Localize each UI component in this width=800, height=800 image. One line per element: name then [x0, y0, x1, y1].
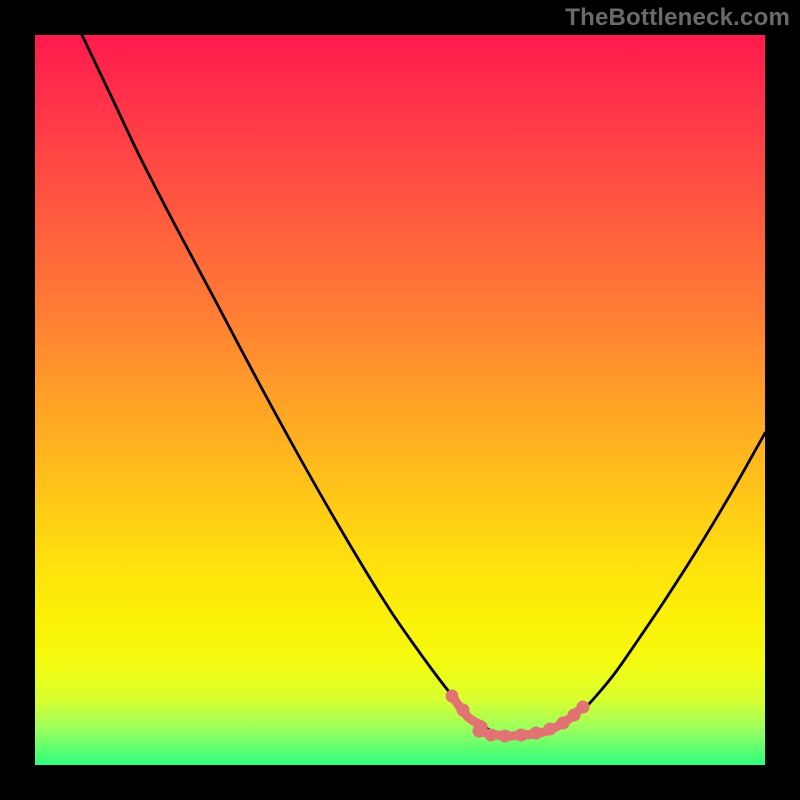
highlight-dot: [577, 701, 590, 714]
highlight-segment: [452, 696, 578, 736]
highlight-dot: [499, 730, 512, 743]
watermark-label: TheBottleneck.com: [565, 4, 790, 32]
chart-container: TheBottleneck.com: [0, 0, 800, 800]
highlight-dot: [530, 727, 543, 740]
main-curve: [82, 35, 765, 734]
highlight-dot: [515, 729, 528, 742]
highlight-dot: [544, 723, 557, 736]
chart-svg: [35, 35, 765, 765]
highlight-dot: [485, 729, 498, 742]
highlight-dot: [557, 717, 570, 730]
plot-area: [35, 35, 765, 765]
highlight-dot: [473, 725, 486, 738]
highlight-dot: [457, 704, 470, 717]
highlight-dot: [446, 690, 459, 703]
